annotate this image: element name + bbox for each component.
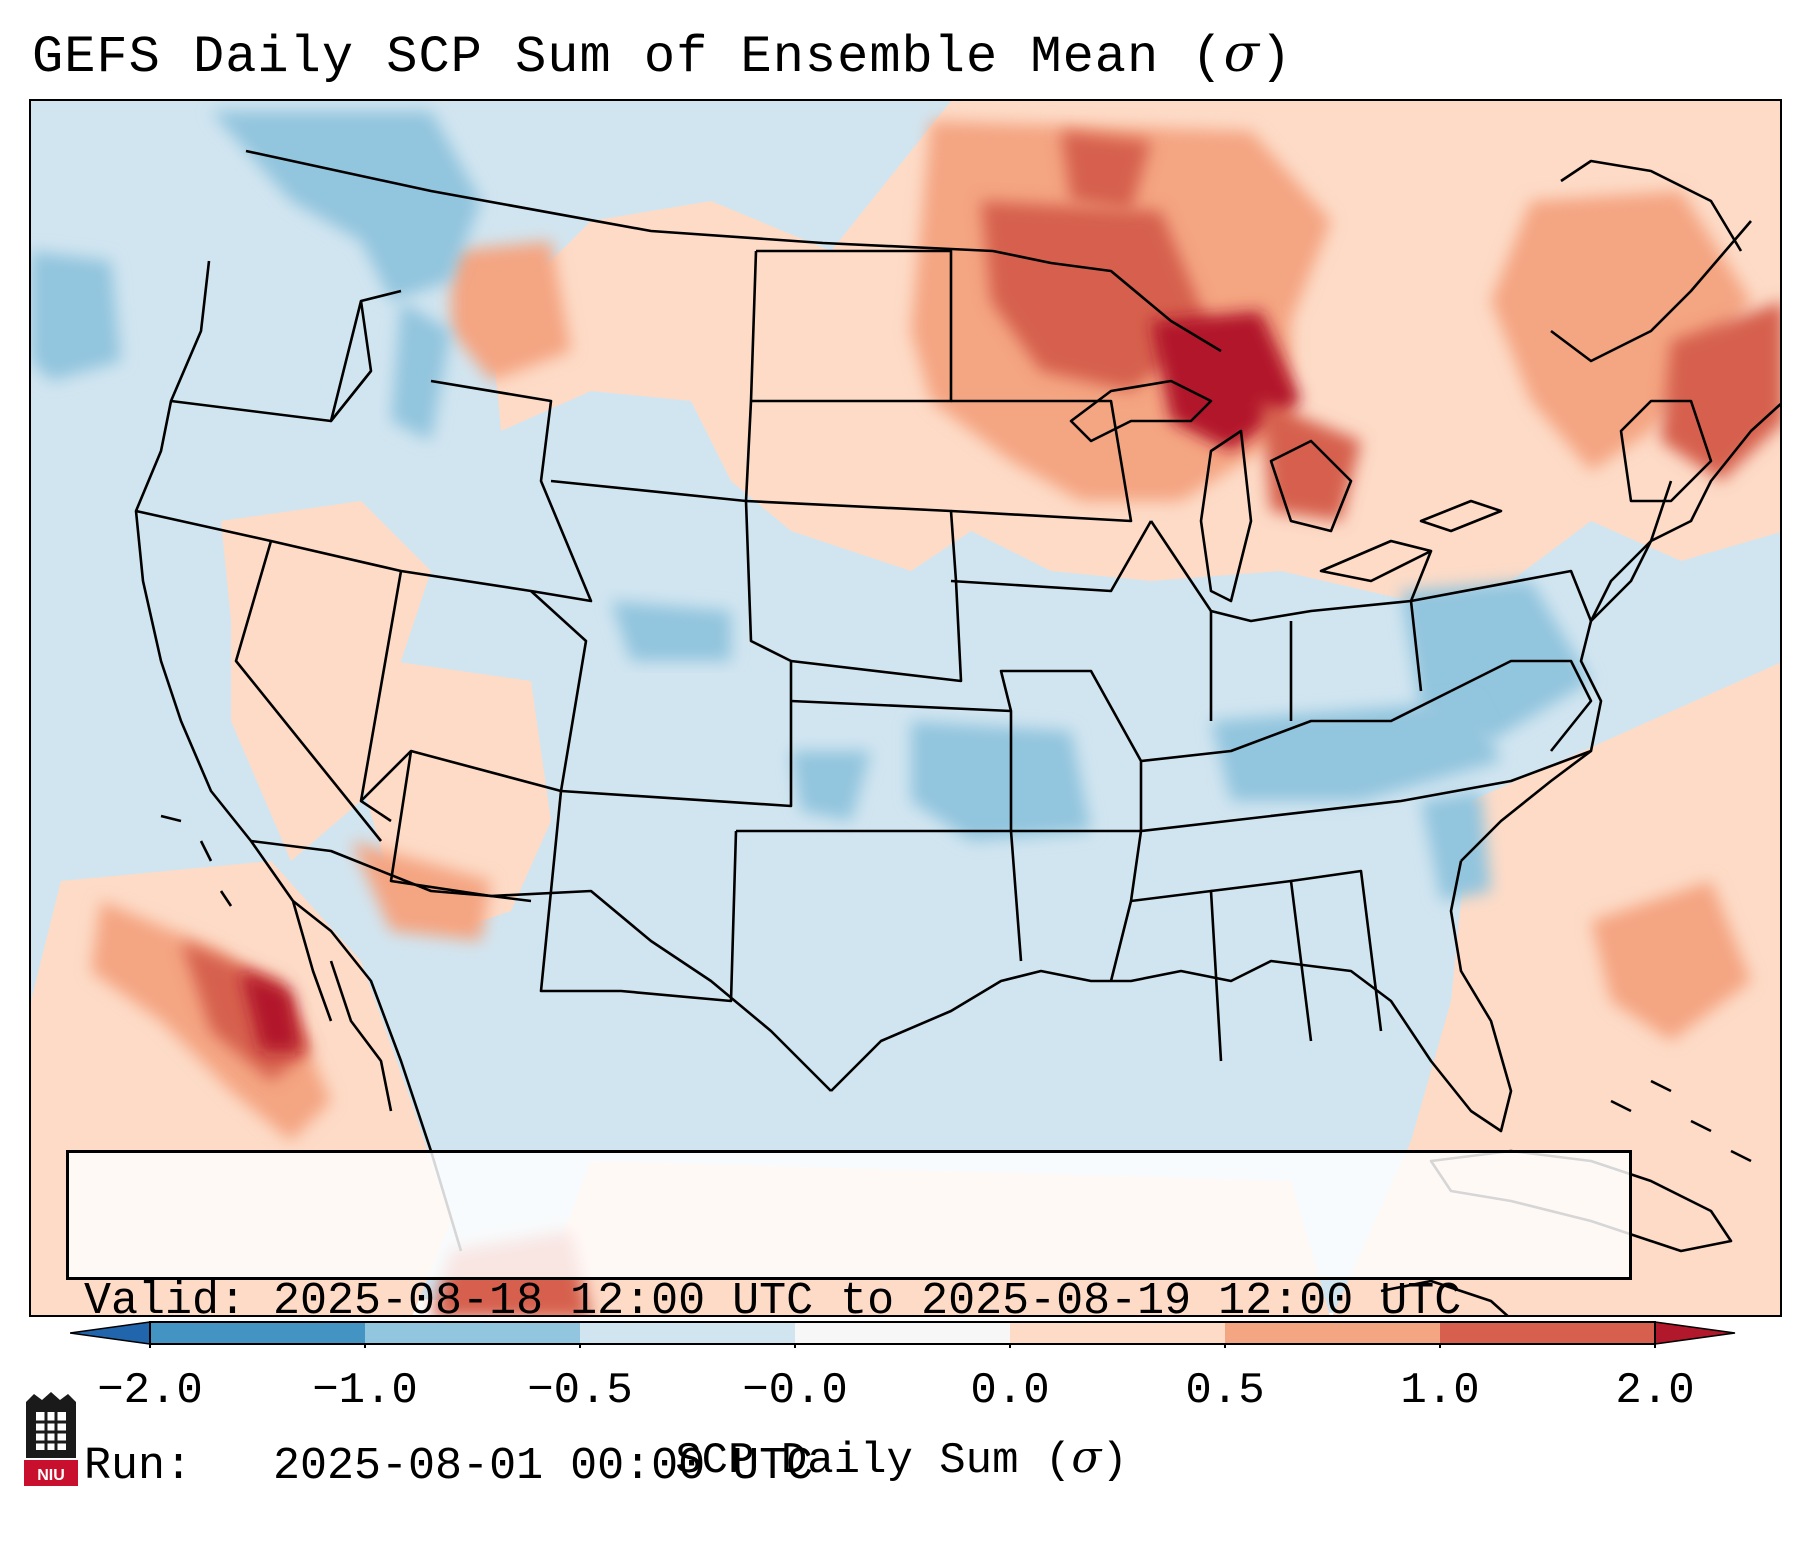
channel-islands <box>160 814 233 907</box>
colorbar-tick-label: −1.0 <box>312 1366 418 1416</box>
colorbar-segment <box>1010 1322 1225 1344</box>
lake-superior <box>1069 379 1213 443</box>
canada-border <box>245 149 994 253</box>
colorbar-label-suffix: ) <box>1101 1436 1128 1486</box>
colorbar-extend-high <box>1654 1321 1736 1345</box>
colorbar-tick-label: 0.0 <box>970 1366 1050 1416</box>
arkansas-louisiana <box>1011 829 1143 982</box>
georgia-border <box>1290 869 1383 1032</box>
map-title-text: GEFS Daily SCP Sum of Ensemble Mean ( <box>32 28 1224 87</box>
iowa-missouri <box>950 520 1153 593</box>
st-lawrence-coast <box>1560 159 1743 252</box>
validity-info-box: Valid: 2025-08-18 12:00 UTC to 2025-08-1… <box>66 1150 1632 1492</box>
colorbar-extend-low <box>70 1321 151 1345</box>
map-title: GEFS Daily SCP Sum of Ensemble Mean (σ) <box>32 24 1292 87</box>
valid-time-line: Valid: 2025-08-18 12:00 UTC to 2025-08-1… <box>84 1276 1462 1327</box>
colorado-utah-border <box>530 500 793 808</box>
new-mexico-border <box>539 790 738 1003</box>
bahamas-outline <box>1610 1079 1752 1163</box>
midwest-dividers <box>1209 600 1423 721</box>
map-title-suffix: ) <box>1260 28 1293 87</box>
lake-ontario <box>1419 499 1503 533</box>
colorbar-outline <box>149 1321 1656 1345</box>
run-time-line: Run: 2025-08-01 00:00 UTC <box>84 1441 814 1492</box>
mexico-border <box>250 839 832 1092</box>
colorbar-segment <box>150 1322 365 1344</box>
idaho-wyoming-border <box>400 379 593 603</box>
illinois-indiana-ohio <box>1149 520 1433 623</box>
colorbar-tick-label: −0.5 <box>527 1366 633 1416</box>
missouri-border <box>999 669 1143 831</box>
sigma-symbol: σ <box>1223 24 1261 84</box>
colorbar-sigma-symbol: σ <box>1071 1432 1102 1483</box>
montana-wyoming-border <box>550 250 758 503</box>
gulf-coast <box>830 860 1513 1133</box>
colorbar-segment <box>365 1322 580 1344</box>
hispaniola-outline <box>1380 1279 1509 1315</box>
colorbar-tick-label: −0.0 <box>742 1366 848 1416</box>
colorbar-label: SCP Daily Sum (σ) <box>675 1432 1128 1486</box>
colorbar-tick-label: 1.0 <box>1400 1366 1480 1416</box>
colorbar-tick-label: 2.0 <box>1615 1366 1695 1416</box>
pennsylvania-border <box>1410 569 1593 622</box>
scp-field-map <box>31 101 1780 1315</box>
canada-border-east <box>992 249 1222 353</box>
north-dakota <box>751 249 953 403</box>
niu-logo: NIU <box>24 1392 78 1486</box>
kentucky-border <box>1140 689 1452 763</box>
colorbar-segment <box>580 1322 795 1344</box>
colorbar-tick-label: −2.0 <box>97 1366 203 1416</box>
tennessee-nc-border <box>1140 749 1592 833</box>
colorbar-tick-label: 0.5 <box>1185 1366 1265 1416</box>
colorbar-label-text: SCP Daily Sum ( <box>675 1436 1072 1486</box>
lake-huron <box>1269 439 1353 533</box>
canada-border-ne <box>1550 220 1752 363</box>
idaho-border <box>329 289 402 423</box>
baja-coast <box>329 960 393 1112</box>
northeast-borders <box>1590 480 1673 622</box>
california-nevada-border <box>234 540 383 842</box>
colorbar-segment <box>795 1322 1010 1344</box>
niu-logo-text: NIU <box>37 1467 65 1484</box>
colorbar <box>70 1321 1736 1348</box>
map-panel <box>29 99 1782 1317</box>
colorbar-segment <box>1225 1322 1440 1344</box>
boundary-lines <box>134 149 1780 1315</box>
new-england <box>1619 399 1713 503</box>
colorbar-segment <box>1440 1322 1655 1344</box>
lake-michigan <box>1199 429 1253 603</box>
minnesota-iowa <box>950 399 1133 523</box>
virginia-border <box>1450 659 1593 752</box>
arizona-border <box>389 750 532 903</box>
negative-anomaly-regions <box>31 111 1591 901</box>
